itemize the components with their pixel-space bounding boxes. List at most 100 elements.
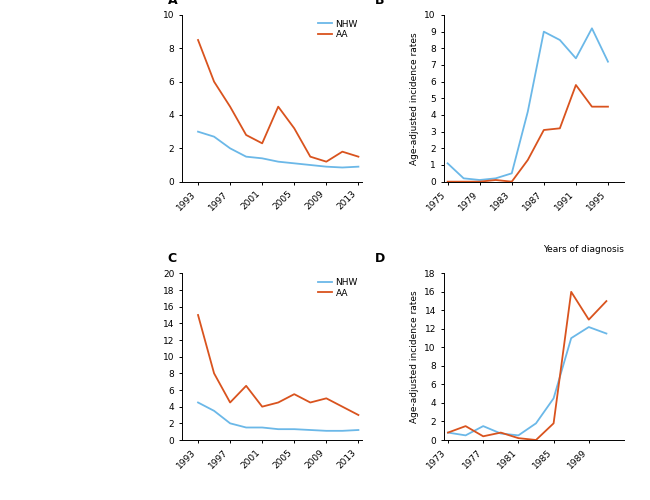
NHW xyxy=(291,160,298,166)
NHW xyxy=(242,154,250,160)
AA xyxy=(322,396,330,402)
NHW xyxy=(339,164,346,170)
AA xyxy=(603,298,610,304)
NHW xyxy=(550,396,558,402)
NHW xyxy=(210,134,218,140)
NHW xyxy=(567,335,575,341)
Y-axis label: Age-adjusted incidence rates: Age-adjusted incidence rates xyxy=(410,32,419,164)
AA xyxy=(291,126,298,132)
AA xyxy=(462,423,469,429)
NHW xyxy=(556,37,564,43)
AA xyxy=(210,370,218,376)
AA xyxy=(226,104,234,110)
NHW xyxy=(258,156,266,162)
NHW xyxy=(492,176,500,182)
NHW xyxy=(572,56,580,62)
Text: B: B xyxy=(375,0,385,6)
AA xyxy=(460,178,467,184)
AA xyxy=(210,78,218,84)
NHW xyxy=(322,164,330,170)
NHW xyxy=(274,426,282,432)
NHW xyxy=(508,170,515,176)
NHW xyxy=(588,26,596,32)
NHW xyxy=(258,424,266,430)
AA xyxy=(306,154,314,160)
AA xyxy=(556,126,564,132)
AA xyxy=(242,383,250,389)
Legend: NHW, AA: NHW, AA xyxy=(318,20,358,40)
AA xyxy=(540,127,548,133)
AA xyxy=(585,316,593,322)
AA xyxy=(588,104,596,110)
NHW xyxy=(497,430,504,436)
NHW xyxy=(532,420,540,426)
AA xyxy=(274,400,282,406)
AA xyxy=(258,140,266,146)
AA xyxy=(339,148,346,154)
AA xyxy=(604,104,612,110)
Text: D: D xyxy=(375,252,385,265)
AA xyxy=(515,435,523,441)
Line: AA: AA xyxy=(198,40,358,162)
Text: A: A xyxy=(168,0,177,6)
NHW xyxy=(242,424,250,430)
AA xyxy=(567,289,575,295)
NHW xyxy=(291,426,298,432)
AA xyxy=(497,430,504,436)
NHW xyxy=(354,427,362,433)
AA xyxy=(532,437,540,443)
NHW xyxy=(603,330,610,336)
NHW xyxy=(226,420,234,426)
AA xyxy=(572,82,580,88)
NHW xyxy=(515,432,523,438)
Text: Years of diagnosis: Years of diagnosis xyxy=(543,245,624,254)
AA xyxy=(354,154,362,160)
AA xyxy=(550,420,558,426)
NHW xyxy=(306,162,314,168)
Line: AA: AA xyxy=(198,315,358,415)
NHW xyxy=(339,428,346,434)
AA xyxy=(306,400,314,406)
AA xyxy=(322,158,330,164)
NHW xyxy=(322,428,330,434)
Line: NHW: NHW xyxy=(198,132,358,168)
AA xyxy=(274,104,282,110)
Line: AA: AA xyxy=(448,292,606,440)
NHW xyxy=(444,430,452,436)
NHW xyxy=(462,432,469,438)
Legend: NHW, AA: NHW, AA xyxy=(318,278,358,297)
AA xyxy=(444,430,452,436)
NHW xyxy=(194,400,202,406)
Y-axis label: Age-adjusted incidence rates: Age-adjusted incidence rates xyxy=(410,290,419,423)
AA xyxy=(476,178,484,184)
AA xyxy=(339,404,346,409)
AA xyxy=(508,178,515,184)
Line: NHW: NHW xyxy=(448,28,608,180)
NHW xyxy=(524,108,532,114)
NHW xyxy=(194,128,202,134)
AA xyxy=(492,177,500,183)
NHW xyxy=(604,58,612,64)
NHW xyxy=(540,28,548,34)
NHW xyxy=(479,423,487,429)
AA xyxy=(258,404,266,409)
AA xyxy=(242,132,250,138)
AA xyxy=(444,178,452,184)
NHW xyxy=(274,158,282,164)
NHW xyxy=(476,177,484,183)
Line: NHW: NHW xyxy=(448,327,606,436)
NHW xyxy=(585,324,593,330)
NHW xyxy=(226,146,234,152)
AA xyxy=(194,37,202,43)
Text: C: C xyxy=(168,252,177,265)
AA xyxy=(479,434,487,440)
NHW xyxy=(306,427,314,433)
Line: NHW: NHW xyxy=(198,402,358,431)
AA xyxy=(226,400,234,406)
NHW xyxy=(460,176,467,182)
Line: AA: AA xyxy=(448,85,608,182)
NHW xyxy=(444,160,452,166)
AA xyxy=(354,412,362,418)
AA xyxy=(291,391,298,397)
AA xyxy=(194,312,202,318)
